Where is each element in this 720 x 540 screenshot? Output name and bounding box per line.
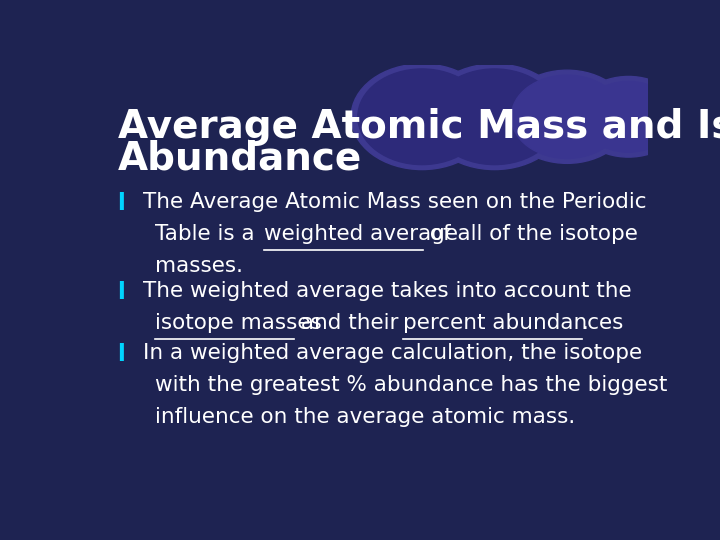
Text: and their: and their (294, 313, 405, 333)
Text: Table is a: Table is a (156, 224, 262, 244)
Circle shape (431, 69, 559, 165)
Text: weighted average: weighted average (264, 224, 459, 244)
Text: percent abundances: percent abundances (403, 313, 624, 333)
Text: The weighted average takes into account the: The weighted average takes into account … (143, 281, 631, 301)
Text: Abundance: Abundance (118, 140, 362, 178)
Text: .: . (582, 313, 589, 333)
Text: l: l (117, 343, 125, 366)
Text: influence on the average atomic mass.: influence on the average atomic mass. (156, 407, 575, 428)
Circle shape (351, 64, 493, 170)
Circle shape (505, 70, 629, 163)
Circle shape (575, 77, 683, 157)
Text: The Average Atomic Mass seen on the Periodic: The Average Atomic Mass seen on the Peri… (143, 192, 647, 212)
Text: Average Atomic Mass and Isotope: Average Atomic Mass and Isotope (118, 109, 720, 146)
Text: l: l (117, 192, 125, 214)
Text: isotope masses: isotope masses (156, 313, 322, 333)
Circle shape (581, 82, 676, 152)
Text: In a weighted average calculation, the isotope: In a weighted average calculation, the i… (143, 343, 642, 363)
Circle shape (423, 64, 565, 170)
Text: masses.: masses. (156, 255, 243, 275)
Circle shape (358, 69, 486, 165)
Circle shape (511, 75, 623, 158)
Text: l: l (117, 281, 125, 304)
Text: of all of the isotope: of all of the isotope (423, 224, 638, 244)
Text: with the greatest % abundance has the biggest: with the greatest % abundance has the bi… (156, 375, 667, 395)
